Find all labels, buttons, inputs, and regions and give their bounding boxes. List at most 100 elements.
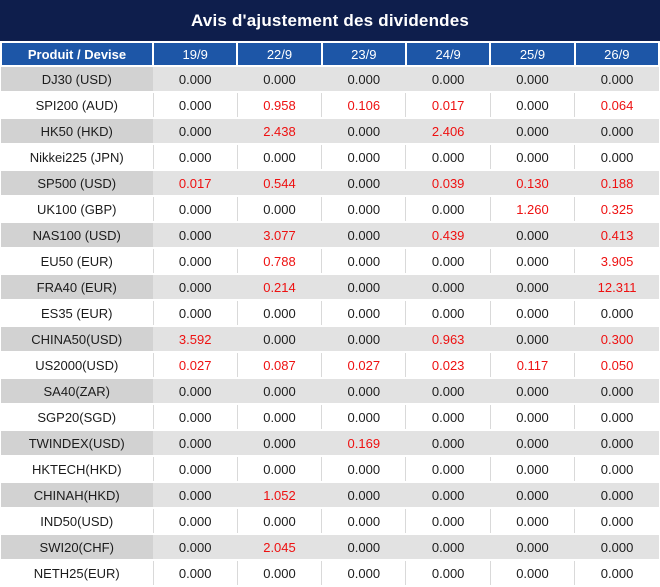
value-cell: 0.000	[321, 326, 406, 353]
value-cell: 1.052	[236, 482, 322, 509]
value-cell: 0.000	[574, 508, 659, 535]
product-cell: SPI200 (AUD)	[1, 92, 153, 119]
table-row: SPI200 (AUD) 0.000 0.958 0.106 0.017 0.000 0.0…	[1, 92, 659, 119]
value-cell: 0.000	[321, 534, 406, 561]
value-cell: 0.000	[574, 118, 659, 145]
value-cell: 0.000	[152, 144, 238, 171]
product-cell: UK100 (GBP)	[1, 196, 153, 223]
value-cell: 0.000	[405, 274, 491, 301]
product-cell: NETH25(EUR)	[1, 560, 153, 587]
value-cell: 0.000	[236, 144, 322, 171]
value-cell: 2.406	[405, 118, 491, 145]
table-row: UK100 (GBP) 0.000 0.000 0.000 0.000 1.260 0.32…	[1, 196, 659, 223]
table-row: FRA40 (EUR) 0.000 0.214 0.000 0.000 0.000 12.3…	[1, 274, 659, 301]
value-cell: 0.000	[489, 66, 575, 93]
value-cell: 0.000	[236, 430, 322, 457]
value-cell: 0.000	[574, 300, 659, 327]
value-cell: 0.000	[574, 144, 659, 171]
value-cell: 0.000	[405, 144, 491, 171]
value-cell: 0.439	[405, 222, 491, 249]
column-header-date: 24/9	[404, 41, 492, 67]
product-cell: HKTECH(HKD)	[1, 456, 153, 483]
value-cell: 0.000	[321, 274, 406, 301]
value-cell: 0.000	[321, 66, 406, 93]
table-row: SGP20(SGD) 0.000 0.000 0.000 0.000 0.000 0.000	[1, 404, 659, 431]
value-cell: 0.000	[574, 378, 659, 405]
value-cell: 0.413	[574, 222, 659, 249]
value-cell: 0.214	[236, 274, 322, 301]
value-cell: 0.000	[321, 508, 406, 535]
value-cell: 0.000	[574, 456, 659, 483]
table-body: DJ30 (USD) 0.000 0.000 0.000 0.000 0.000 0.000…	[1, 66, 659, 587]
dividend-table: Produit / Devise 19/9 22/9 23/9 24/9 25/9 26/…	[0, 41, 660, 587]
value-cell: 0.106	[321, 92, 406, 119]
column-header-date: 19/9	[151, 41, 239, 67]
value-cell: 0.000	[321, 222, 406, 249]
value-cell: 0.000	[489, 508, 575, 535]
table-row: NETH25(EUR) 0.000 0.000 0.000 0.000 0.000 0.00…	[1, 560, 659, 587]
value-cell: 0.000	[405, 248, 491, 275]
value-cell: 0.000	[152, 534, 238, 561]
table-row: CHINA50(USD) 3.592 0.000 0.000 0.963 0.000 0.3…	[1, 326, 659, 353]
value-cell: 3.077	[236, 222, 322, 249]
value-cell: 0.000	[321, 300, 406, 327]
product-cell: Nikkei225 (JPN)	[1, 144, 153, 171]
table-row: NAS100 (USD) 0.000 3.077 0.000 0.439 0.000 0.4…	[1, 222, 659, 249]
value-cell: 0.958	[236, 92, 322, 119]
table-row: EU50 (EUR) 0.000 0.788 0.000 0.000 0.000 3.905	[1, 248, 659, 275]
table-row: HKTECH(HKD) 0.000 0.000 0.000 0.000 0.000 0.00…	[1, 456, 659, 483]
value-cell: 0.000	[489, 326, 575, 353]
value-cell: 0.000	[152, 404, 238, 431]
value-cell: 0.000	[489, 430, 575, 457]
value-cell: 0.000	[489, 274, 575, 301]
value-cell: 3.592	[152, 326, 238, 353]
column-header-date: 25/9	[489, 41, 576, 67]
column-header-date: 26/9	[573, 41, 660, 67]
value-cell: 0.544	[236, 170, 322, 197]
table-row: HK50 (HKD) 0.000 2.438 0.000 2.406 0.000 0.000	[1, 118, 659, 145]
product-cell: CHINA50(USD)	[1, 326, 153, 353]
value-cell: 2.045	[236, 534, 322, 561]
value-cell: 0.027	[321, 352, 406, 379]
value-cell: 0.000	[489, 144, 575, 171]
value-cell: 0.000	[574, 534, 659, 561]
value-cell: 0.000	[152, 300, 238, 327]
value-cell: 0.000	[405, 534, 491, 561]
header-row: Produit / Devise 19/9 22/9 23/9 24/9 25/9 26/…	[0, 41, 660, 67]
value-cell: 0.000	[574, 482, 659, 509]
value-cell: 0.000	[236, 196, 322, 223]
value-cell: 0.000	[405, 196, 491, 223]
value-cell: 0.000	[489, 456, 575, 483]
product-cell: ES35 (EUR)	[1, 300, 153, 327]
value-cell: 3.905	[574, 248, 659, 275]
table-row: IND50(USD) 0.000 0.000 0.000 0.000 0.000 0.000	[1, 508, 659, 535]
value-cell: 0.017	[405, 92, 491, 119]
value-cell: 0.000	[405, 378, 491, 405]
value-cell: 0.000	[152, 508, 238, 535]
table-row: ES35 (EUR) 0.000 0.000 0.000 0.000 0.000 0.000	[1, 300, 659, 327]
value-cell: 0.000	[489, 118, 575, 145]
value-cell: 0.000	[321, 144, 406, 171]
value-cell: 0.000	[236, 508, 322, 535]
product-cell: IND50(USD)	[1, 508, 153, 535]
value-cell: 0.000	[405, 66, 491, 93]
product-cell: SGP20(SGD)	[1, 404, 153, 431]
table-row: TWINDEX(USD) 0.000 0.000 0.169 0.000 0.000 0.0…	[1, 430, 659, 457]
value-cell: 0.000	[321, 248, 406, 275]
value-cell: 0.000	[574, 430, 659, 457]
value-cell: 0.000	[574, 66, 659, 93]
value-cell: 0.000	[405, 404, 491, 431]
page-title: Avis d'ajustement des dividendes	[190, 10, 470, 30]
table-row: SWI20(CHF) 0.000 2.045 0.000 0.000 0.000 0.000	[1, 534, 659, 561]
product-cell: SWI20(CHF)	[1, 534, 153, 561]
value-cell: 0.000	[152, 196, 238, 223]
value-cell: 0.000	[152, 222, 238, 249]
value-cell: 0.039	[405, 170, 491, 197]
value-cell: 0.788	[236, 248, 322, 275]
product-cell: US2000(USD)	[1, 352, 153, 379]
value-cell: 0.000	[489, 222, 575, 249]
value-cell: 2.438	[236, 118, 322, 145]
value-cell: 0.000	[236, 66, 322, 93]
value-cell: 0.000	[152, 118, 238, 145]
value-cell: 0.000	[321, 560, 406, 587]
